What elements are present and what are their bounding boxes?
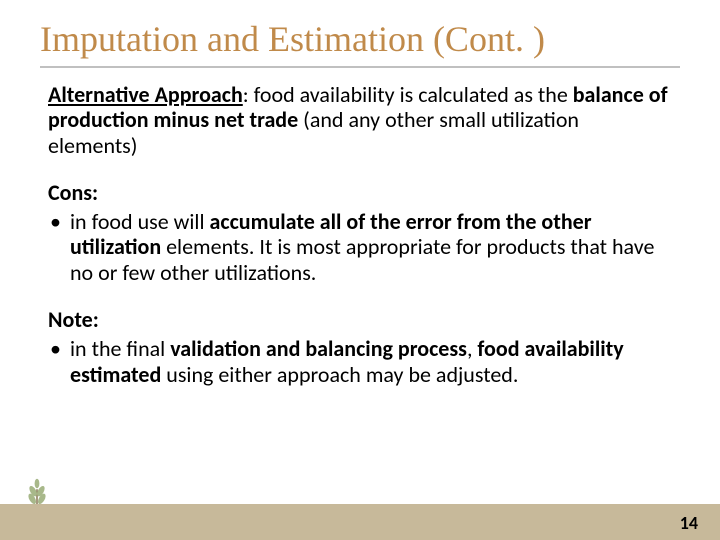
- footer-bar: [0, 504, 720, 540]
- note-text-bold1: validation and balancing process: [170, 335, 467, 362]
- approach-text-before: : food availability is calculated as the: [243, 81, 573, 108]
- slide-body: Alternative Approach: food availability …: [0, 82, 720, 387]
- cons-text-pre: in food use will: [70, 208, 210, 235]
- note-text-mid: ,: [467, 335, 477, 362]
- note-list: in the final validation and balancing pr…: [48, 336, 672, 387]
- note-text-pre: in the final: [70, 335, 170, 362]
- cons-bullet: in food use will accumulate all of the e…: [48, 209, 672, 285]
- note-bullet: in the final validation and balancing pr…: [48, 336, 672, 387]
- cons-block: Cons: in food use will accumulate all of…: [48, 180, 672, 285]
- slide: Imputation and Estimation (Cont. ) Alter…: [0, 0, 720, 540]
- page-number: 14: [680, 512, 698, 534]
- note-block: Note: in the final validation and balanc…: [48, 307, 672, 387]
- cons-list: in food use will accumulate all of the e…: [48, 209, 672, 285]
- cons-label: Cons:: [48, 180, 672, 205]
- note-text-post: using either approach may be adjusted.: [161, 361, 518, 388]
- note-label: Note:: [48, 307, 672, 332]
- title-underline: [40, 66, 680, 68]
- approach-paragraph: Alternative Approach: food availability …: [48, 82, 672, 158]
- slide-title: Imputation and Estimation (Cont. ): [0, 0, 720, 66]
- approach-label: Alternative Approach: [48, 81, 243, 108]
